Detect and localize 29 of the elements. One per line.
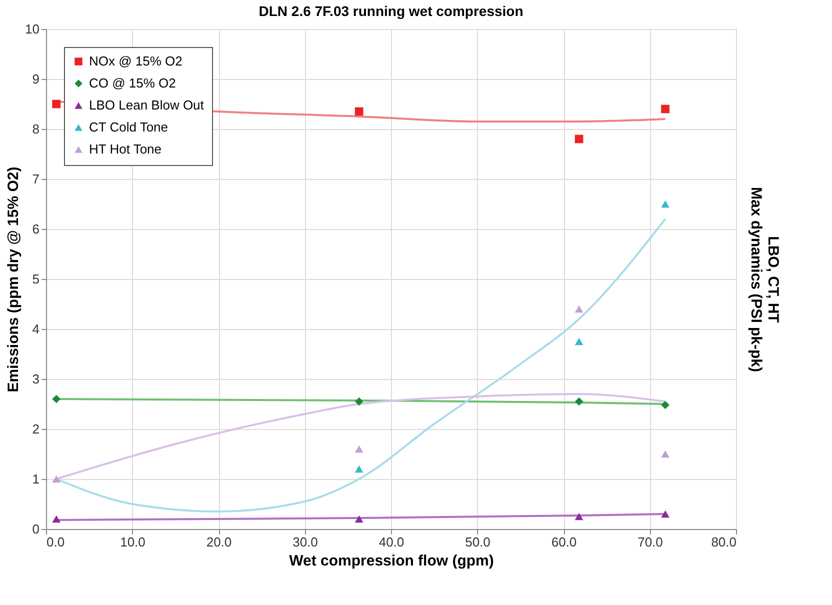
x-tick-label: 60.0: [551, 534, 577, 550]
y-tick-label: 6: [32, 222, 40, 236]
x-tick-label: 50.0: [465, 534, 490, 550]
x-tick-label: 30.0: [292, 534, 318, 550]
x-tick-label: 20.0: [206, 534, 232, 550]
y-tick-label: 10: [25, 22, 40, 36]
x-tick-label: 10.0: [120, 534, 146, 550]
y-tick-label: 2: [32, 422, 40, 436]
y-tick-label: 9: [32, 72, 40, 86]
legend-label: CO @ 15% O2: [89, 76, 176, 90]
legend-label: LBO Lean Blow Out: [89, 98, 204, 112]
y2-axis-title: LBO, CT, HT Max dynamics (PSI pk-pk): [748, 186, 782, 372]
y-tick-label: 0: [32, 522, 40, 536]
x-tick-label: 0.0: [46, 534, 65, 550]
y-tick-label: 1: [32, 472, 40, 486]
legend-label: HT Hot Tone: [89, 142, 162, 156]
y-tick-label: 3: [32, 372, 40, 386]
x-tick-label: 70.0: [638, 534, 663, 550]
legend-label: CT Cold Tone: [89, 120, 168, 134]
y-tick-label: 7: [32, 172, 40, 186]
y-tick-label: 5: [32, 272, 40, 286]
y-tick-label: 4: [32, 322, 40, 336]
y-axis-title: Emissions (ppm dry @ 15% O2): [5, 166, 22, 392]
x-tick-label: 80.0: [711, 534, 736, 550]
legend-label: NOx @ 15% O2: [89, 54, 182, 68]
x-tick-label: 40.0: [378, 534, 404, 550]
chart-title: DLN 2.6 7F.03 running wet compression: [258, 3, 524, 19]
y-tick-label: 8: [32, 122, 40, 136]
x-axis-title: Wet compression flow (gpm): [289, 552, 494, 570]
